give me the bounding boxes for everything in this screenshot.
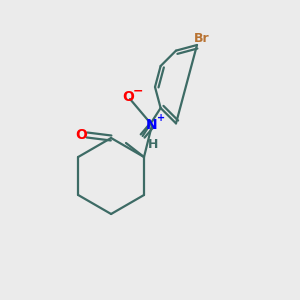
Text: −: − (133, 85, 143, 98)
Text: Br: Br (194, 32, 210, 44)
Text: N: N (146, 118, 158, 132)
Text: +: + (157, 113, 165, 123)
Text: H: H (147, 139, 158, 152)
Text: O: O (75, 128, 87, 142)
Text: O: O (122, 90, 134, 104)
